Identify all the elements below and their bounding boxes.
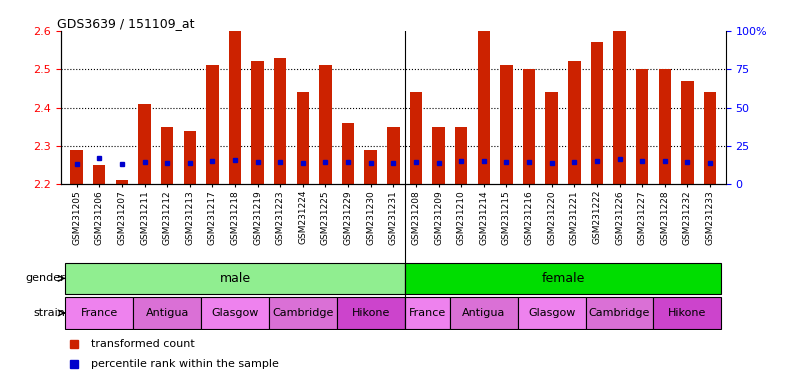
Bar [116, 180, 128, 184]
Bar [654, 297, 721, 328]
Bar [455, 127, 467, 184]
Bar [93, 165, 105, 184]
Text: male: male [220, 272, 251, 285]
Bar [274, 58, 286, 184]
Text: Cambridge: Cambridge [589, 308, 650, 318]
Bar [337, 297, 405, 328]
Text: GDS3639 / 151109_at: GDS3639 / 151109_at [58, 17, 195, 30]
Bar [71, 150, 83, 184]
Text: Hikone: Hikone [351, 308, 390, 318]
Bar [183, 131, 196, 184]
Bar [206, 65, 219, 184]
Text: female: female [541, 272, 585, 285]
Text: gender: gender [26, 273, 66, 283]
Bar [523, 69, 535, 184]
Bar [500, 65, 513, 184]
Bar [320, 65, 332, 184]
Text: Glasgow: Glasgow [212, 308, 259, 318]
Bar [613, 31, 626, 184]
Bar [66, 297, 133, 328]
Text: France: France [80, 308, 118, 318]
Bar [546, 92, 558, 184]
Bar [586, 297, 654, 328]
Bar [133, 297, 201, 328]
Bar [410, 92, 423, 184]
Text: percentile rank within the sample: percentile rank within the sample [91, 359, 279, 369]
Bar [704, 92, 716, 184]
Bar [590, 42, 603, 184]
Bar [405, 297, 450, 328]
Text: Antigua: Antigua [462, 308, 505, 318]
Bar [659, 69, 671, 184]
Bar [251, 61, 264, 184]
Bar [517, 297, 586, 328]
Bar [342, 123, 354, 184]
Bar [636, 69, 648, 184]
Text: Glasgow: Glasgow [528, 308, 575, 318]
Text: Cambridge: Cambridge [272, 308, 333, 318]
Bar [681, 81, 693, 184]
Text: France: France [409, 308, 446, 318]
Bar [139, 104, 151, 184]
Bar [229, 31, 241, 184]
Bar [364, 150, 377, 184]
Bar [478, 31, 490, 184]
Bar [405, 263, 721, 294]
Bar [450, 297, 517, 328]
Bar [66, 263, 405, 294]
Bar [432, 127, 444, 184]
Text: transformed count: transformed count [91, 339, 195, 349]
Text: Hikone: Hikone [668, 308, 706, 318]
Bar [297, 92, 309, 184]
Bar [568, 61, 581, 184]
Text: strain: strain [33, 308, 66, 318]
Bar [161, 127, 174, 184]
Bar [269, 297, 337, 328]
Bar [201, 297, 269, 328]
Text: Antigua: Antigua [145, 308, 189, 318]
Bar [387, 127, 400, 184]
